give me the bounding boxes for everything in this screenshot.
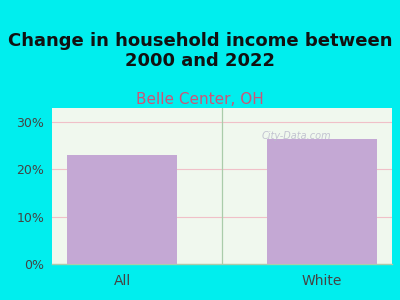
Bar (267, 139, 376, 264)
Text: City-Data.com: City-Data.com (262, 131, 332, 141)
Bar (68, 155, 177, 264)
Text: Belle Center, OH: Belle Center, OH (136, 92, 264, 106)
Text: Change in household income between
2000 and 2022: Change in household income between 2000 … (8, 32, 392, 70)
